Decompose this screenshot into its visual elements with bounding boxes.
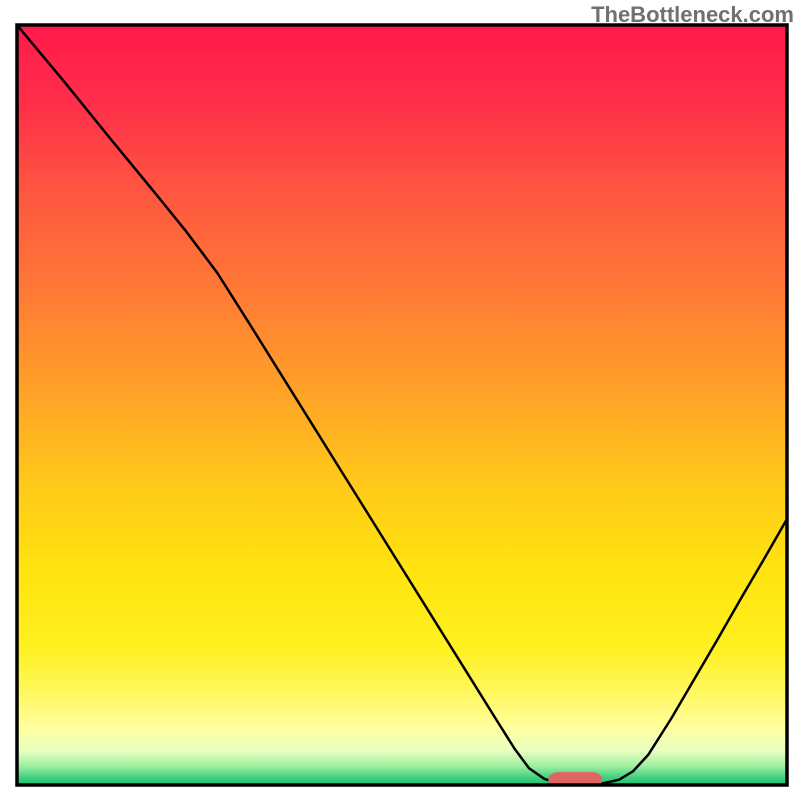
chart-container: { "watermark": "TheBottleneck.com", "cha… (0, 0, 800, 800)
bottleneck-chart (0, 0, 800, 800)
watermark-text: TheBottleneck.com (591, 2, 794, 28)
